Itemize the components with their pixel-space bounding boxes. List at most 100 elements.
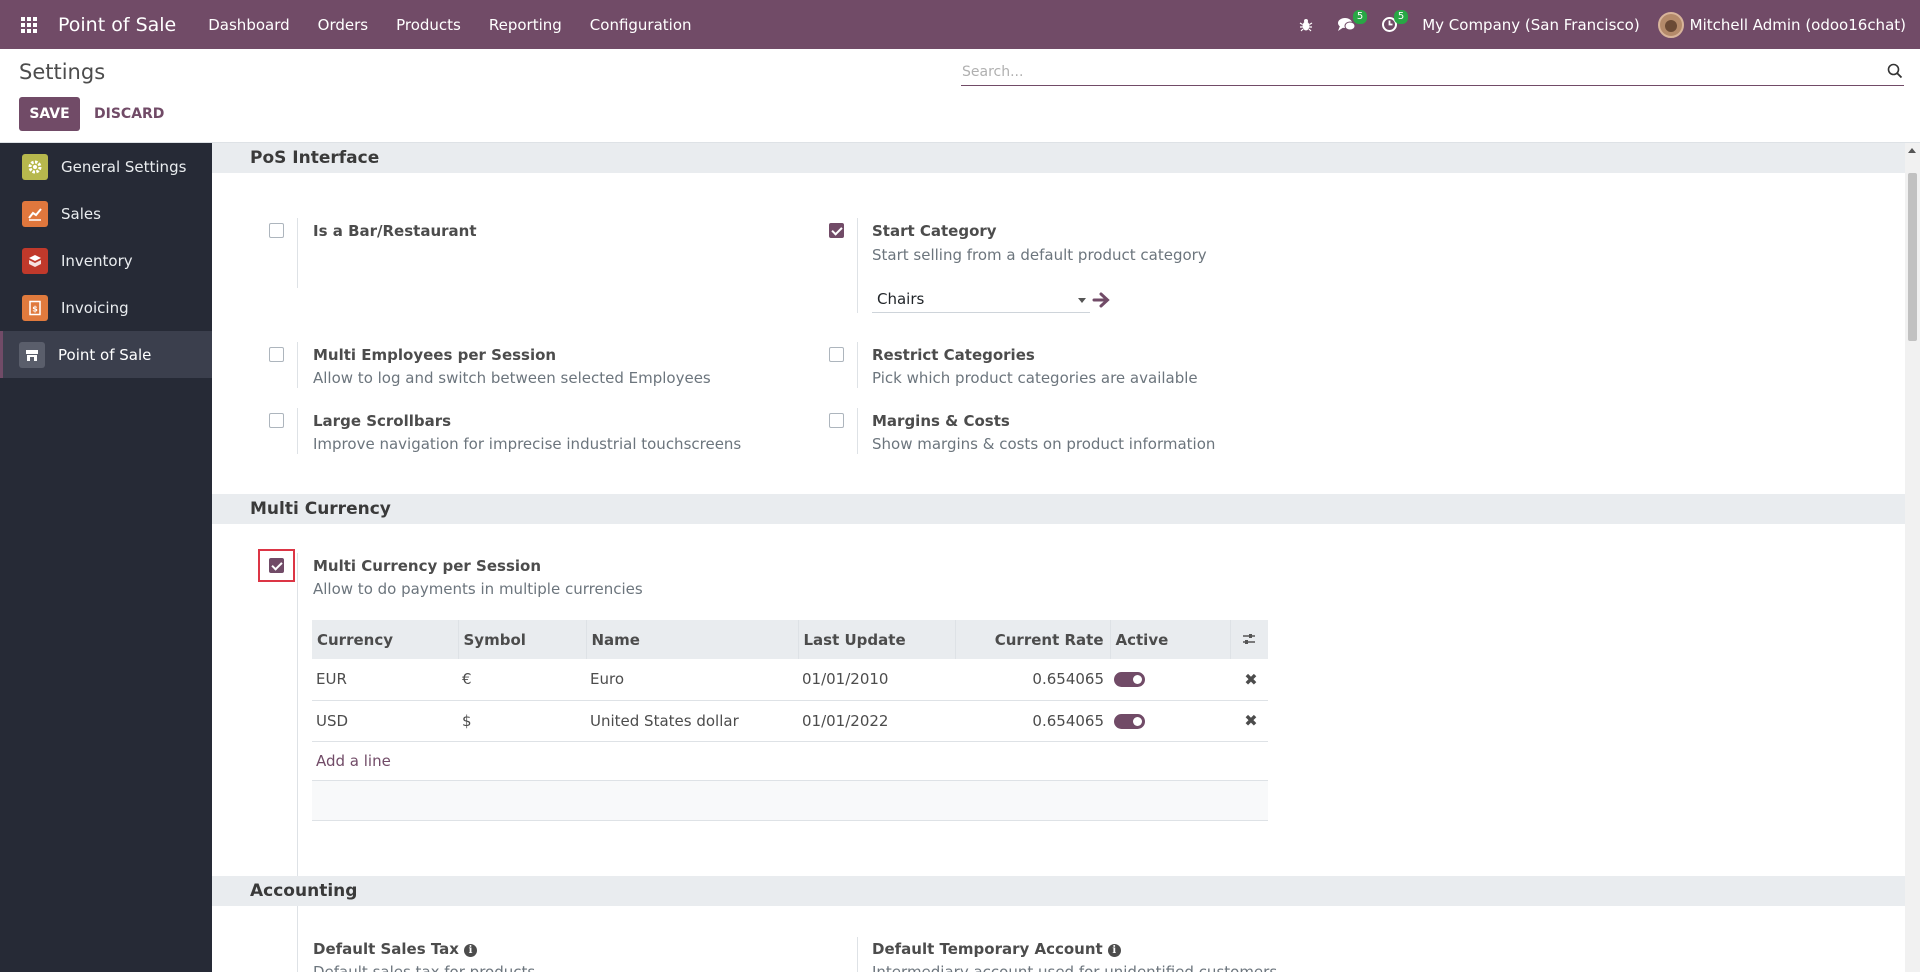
messages-badge: 5 — [1352, 10, 1368, 24]
divider — [857, 342, 858, 388]
page-title: Settings — [19, 60, 106, 84]
divider — [297, 218, 298, 288]
cell-name: United States dollar — [586, 700, 798, 742]
menu-reporting[interactable]: Reporting — [488, 15, 562, 34]
save-button[interactable]: SAVE — [19, 97, 80, 131]
cell-current-rate: 0.654065 — [955, 700, 1110, 742]
invoice-icon: $ — [22, 294, 48, 321]
sidebar-item-label: Sales — [61, 204, 101, 223]
user-avatar[interactable] — [1657, 11, 1684, 38]
focus-highlight — [258, 549, 295, 582]
menu-orders[interactable]: Orders — [317, 15, 369, 34]
section-accounting: Accounting — [212, 876, 1905, 906]
default-sales-tax-desc: Default sales tax for products — [313, 963, 536, 972]
restrict-categories-checkbox[interactable] — [829, 347, 844, 362]
bar-restaurant-checkbox[interactable] — [269, 223, 284, 238]
cell-name: Euro — [586, 659, 798, 701]
scrollbar-thumb[interactable] — [1908, 173, 1917, 341]
large-scrollbars-desc: Improve navigation for imprecise industr… — [313, 435, 742, 453]
cell-active — [1110, 659, 1230, 701]
active-toggle[interactable] — [1114, 672, 1145, 688]
start-category-select[interactable]: Chairs — [872, 286, 1090, 313]
cell-currency: EUR — [312, 659, 458, 701]
cell-symbol: € — [458, 659, 586, 701]
sidebar-item-invoicing[interactable]: $ Invoicing — [0, 284, 212, 331]
arrow-right-icon[interactable] — [1092, 291, 1112, 309]
chevron-down-icon — [1078, 298, 1086, 303]
menu-dashboard[interactable]: Dashboard — [208, 15, 290, 34]
margins-costs-checkbox[interactable] — [829, 413, 844, 428]
user-menu[interactable]: Mitchell Admin (odoo16chat) — [1689, 15, 1906, 34]
multi-currency-desc: Allow to do payments in multiple currenc… — [313, 580, 643, 598]
currency-table: Currency Symbol Name Last Update Current… — [312, 620, 1268, 821]
search-bar — [961, 59, 1904, 86]
sidebar-item-point-of-sale[interactable]: Point of Sale — [0, 331, 212, 378]
apps-menu-icon[interactable] — [0, 0, 58, 49]
sidebar-item-label: Inventory — [61, 251, 133, 270]
column-header-currency[interactable]: Currency — [312, 620, 459, 659]
default-sales-tax-title: Default Sales Tax i — [313, 940, 477, 958]
cell-active — [1110, 700, 1230, 742]
control-panel: Settings SAVE DISCARD — [0, 49, 1920, 143]
sidebar-item-label: Point of Sale — [58, 345, 152, 364]
search-input[interactable] — [961, 59, 1861, 85]
sidebar-item-general-settings[interactable]: General Settings — [0, 143, 212, 190]
default-temp-account-title: Default Temporary Account i — [872, 940, 1121, 958]
start-category-title: Start Category — [872, 222, 997, 240]
app-brand[interactable]: Point of Sale — [58, 13, 177, 36]
column-header-current-rate[interactable]: Current Rate — [955, 620, 1111, 659]
optional-columns-icon[interactable] — [1230, 620, 1268, 659]
company-switcher[interactable]: My Company (San Francisco) — [1422, 15, 1640, 34]
menu-configuration[interactable]: Configuration — [589, 15, 692, 34]
cell-current-rate: 0.654065 — [955, 659, 1110, 701]
sidebar-item-label: General Settings — [61, 157, 187, 176]
cell-last-update: 01/01/2010 — [798, 659, 955, 701]
search-icon[interactable] — [1886, 62, 1904, 80]
divider — [297, 553, 298, 972]
restrict-categories-desc: Pick which product categories are availa… — [872, 369, 1198, 387]
default-temp-account-label: Default Temporary Account — [872, 940, 1103, 958]
add-line-link[interactable]: Add a line — [316, 751, 391, 770]
activities-badge: 5 — [1393, 10, 1409, 24]
delete-row-icon[interactable]: ✖ — [1230, 659, 1268, 701]
gear-icon — [22, 153, 48, 180]
multi-currency-checkbox[interactable] — [269, 558, 284, 573]
restrict-categories-title: Restrict Categories — [872, 346, 1035, 364]
discard-button[interactable]: DISCARD — [88, 97, 170, 131]
messages-chat-icon[interactable]: 5 — [1325, 0, 1369, 49]
multi-employees-desc: Allow to log and switch between selected… — [313, 369, 711, 387]
debug-bug-icon[interactable] — [1287, 0, 1325, 49]
scroll-up-arrow-icon[interactable] — [1908, 148, 1916, 153]
default-sales-tax-label: Default Sales Tax — [313, 940, 459, 958]
sidebar-item-sales[interactable]: Sales — [0, 190, 212, 237]
section-multi-currency: Multi Currency — [212, 494, 1905, 524]
info-icon[interactable]: i — [1107, 944, 1121, 957]
start-category-checkbox[interactable] — [829, 223, 844, 238]
multi-currency-title: Multi Currency per Session — [313, 557, 541, 575]
large-scrollbars-title: Large Scrollbars — [313, 412, 452, 430]
divider — [297, 342, 298, 388]
table-row[interactable]: EUR € Euro 01/01/2010 0.654065 ✖ — [312, 659, 1268, 701]
multi-employees-title: Multi Employees per Session — [313, 346, 557, 364]
column-header-active[interactable]: Active — [1110, 620, 1231, 659]
top-navbar: Point of Sale Dashboard Orders Products … — [0, 0, 1920, 49]
delete-row-icon[interactable]: ✖ — [1230, 700, 1268, 742]
activities-clock-icon[interactable]: 5 — [1369, 0, 1410, 49]
cell-currency: USD — [312, 700, 458, 742]
divider — [857, 218, 858, 313]
default-temp-account-desc: Intermediary account used for unidentifi… — [872, 963, 1282, 972]
sidebar-item-inventory[interactable]: Inventory — [0, 237, 212, 284]
table-header-row: Currency Symbol Name Last Update Current… — [312, 620, 1268, 659]
info-icon[interactable]: i — [463, 944, 477, 957]
cell-last-update: 01/01/2022 — [798, 700, 955, 742]
menu-products[interactable]: Products — [396, 15, 461, 34]
multi-employees-checkbox[interactable] — [269, 347, 284, 362]
column-header-name[interactable]: Name — [586, 620, 799, 659]
large-scrollbars-checkbox[interactable] — [269, 413, 284, 428]
main-scrollbar[interactable] — [1905, 143, 1920, 972]
active-toggle[interactable] — [1114, 713, 1145, 729]
column-header-symbol[interactable]: Symbol — [458, 620, 587, 659]
settings-content: PoS Interface Is a Bar/Restaurant Start … — [212, 143, 1905, 972]
table-row[interactable]: USD $ United States dollar 01/01/2022 0.… — [312, 700, 1268, 742]
column-header-last-update[interactable]: Last Update — [798, 620, 956, 659]
